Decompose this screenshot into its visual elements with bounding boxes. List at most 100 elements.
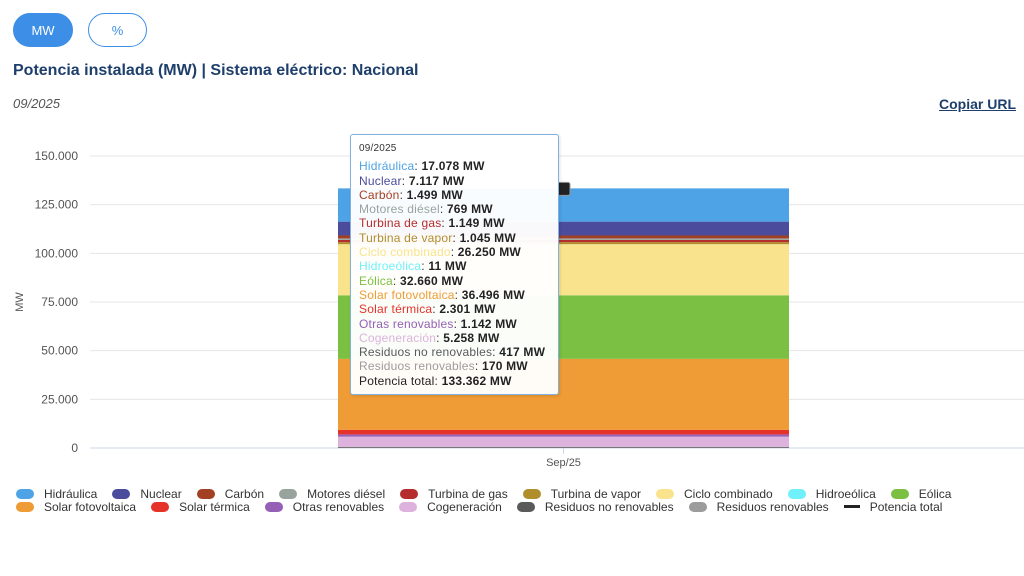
tooltip-series-name: Ciclo combinado	[359, 245, 451, 260]
legend-label: Solar fotovoltaica	[44, 499, 137, 514]
tooltip-series-value: 36.496 MW	[461, 287, 525, 302]
tooltip-separator: :	[432, 302, 440, 317]
bar-segment	[338, 235, 789, 239]
tooltip-series-name: Solar térmica	[359, 302, 433, 317]
legend-swatch	[151, 501, 170, 512]
tooltip-row: Ciclo combinado: 26.250 MW	[359, 245, 550, 259]
tooltip-row: Solar fotovoltaica: 36.496 MW	[359, 288, 550, 302]
legend-swatch	[112, 488, 131, 499]
tooltip-series-name: Hidráulica	[359, 159, 415, 174]
legend-label: Residuos no renovables	[544, 499, 674, 514]
tooltip-separator: :	[392, 273, 400, 288]
tooltip-series-name: Hidroeólica	[359, 259, 422, 274]
legend-item[interactable]: Solar fotovoltaica	[16, 499, 137, 514]
legend-item[interactable]: Ciclo combinado	[656, 486, 773, 501]
tooltip-series-name: Solar fotovoltaica	[359, 287, 455, 302]
legend-item[interactable]: Carbón	[196, 486, 265, 501]
tooltip-series-name: Turbina de gas	[359, 216, 442, 231]
tooltip-series-value: 1.045 MW	[459, 230, 516, 245]
legend-swatch	[279, 488, 298, 499]
y-axis-label: MW	[14, 292, 26, 312]
y-tick-label: 25.000	[41, 392, 78, 406]
copy-url-link[interactable]: Copiar URL	[939, 96, 1016, 112]
legend-item[interactable]: Hidroeólica	[787, 487, 876, 501]
legend-swatch	[656, 488, 675, 499]
legend-swatch	[196, 488, 215, 499]
tooltip-separator: :	[439, 202, 447, 217]
bar-segment	[338, 446, 789, 448]
legend-item[interactable]: Cogeneración	[399, 500, 502, 514]
chart-legend: Hidráulica Nuclear Carbón Motores diésel Tur…	[16, 486, 1016, 514]
tooltip-row: Motores diésel: 769 MW	[359, 202, 550, 216]
legend-item[interactable]: Turbina de vapor	[522, 487, 641, 501]
legend-swatch	[843, 505, 860, 508]
tooltip-separator: :	[401, 173, 409, 188]
tooltip-row: Eólica: 32.660 MW	[359, 274, 550, 288]
legend-swatch	[516, 501, 535, 512]
tooltip-separator: :	[441, 216, 449, 231]
legend-item[interactable]: Solar térmica	[151, 499, 250, 514]
tooltip-separator: :	[454, 287, 462, 302]
tooltip-series-name: Potencia total	[359, 373, 435, 388]
legend-item[interactable]: Otras renovables	[264, 500, 384, 514]
legend-item[interactable]: Residuos no renovables	[516, 499, 674, 514]
y-tick-label: 125.000	[35, 198, 79, 212]
x-tick-label: Sep/25	[546, 457, 581, 469]
tooltip-row: Residuos no renovables: 417 MW	[359, 345, 550, 359]
tooltip-series-name: Motores diésel	[359, 202, 440, 217]
tooltip-separator: :	[414, 159, 422, 174]
tooltip-series-value: 170 MW	[481, 359, 528, 374]
tooltip-series-name: Cogeneración	[359, 330, 437, 345]
date-label: 09/2025	[13, 96, 60, 111]
tooltip-series-value: 769 MW	[446, 202, 493, 217]
tooltip-series-name: Residuos renovables	[359, 359, 475, 374]
tooltip-separator: :	[399, 187, 407, 202]
tooltip-row: Solar térmica: 2.301 MW	[359, 302, 550, 316]
percent-toggle-button[interactable]: %	[88, 13, 147, 47]
tooltip-separator: :	[474, 359, 482, 374]
legend-swatch	[522, 488, 541, 499]
tooltip-row: Otras renovables: 1.142 MW	[359, 317, 550, 331]
legend-label: Eólica	[918, 486, 952, 501]
tooltip-series-value: 2.301 MW	[439, 302, 496, 317]
legend-swatch	[890, 488, 909, 499]
legend-item[interactable]: Hidráulica	[16, 486, 98, 501]
legend-label: Hidráulica	[44, 486, 98, 501]
legend-swatch	[16, 501, 34, 512]
legend-swatch	[399, 501, 418, 512]
legend-label: Carbón	[224, 486, 265, 501]
legend-item[interactable]: Motores diésel	[279, 487, 385, 501]
y-tick-label: 150.000	[35, 149, 79, 163]
tooltip-separator: :	[421, 259, 429, 274]
legend-item[interactable]: Residuos renovables	[688, 499, 829, 514]
tooltip-row: Cogeneración: 5.258 MW	[359, 331, 550, 345]
tooltip-date: 09/2025	[359, 143, 397, 154]
legend-item[interactable]: Nuclear	[112, 486, 182, 501]
legend-item[interactable]: Potencia total	[843, 500, 942, 514]
legend-swatch	[688, 501, 707, 512]
tooltip-series-value: 17.078 MW	[421, 159, 485, 174]
legend-label: Ciclo combinado	[684, 486, 773, 501]
tooltip-row: Turbina de vapor: 1.045 MW	[359, 231, 550, 245]
tooltip-row: Hidráulica: 17.078 MW	[359, 159, 550, 173]
legend-swatch	[400, 488, 419, 499]
y-tick-label: 50.000	[41, 344, 78, 358]
legend-item[interactable]: Eólica	[890, 486, 952, 501]
tooltip-row: Carbón: 1.499 MW	[359, 188, 550, 202]
tooltip-series-value: 417 MW	[499, 345, 546, 360]
tooltip-separator: :	[450, 245, 458, 260]
bar-segment	[338, 429, 789, 435]
tooltip-row: Nuclear: 7.117 MW	[359, 174, 550, 188]
legend-item[interactable]: Turbina de gas	[400, 487, 508, 501]
tooltip-row: Residuos renovables: 170 MW	[359, 359, 550, 373]
mw-toggle-button[interactable]: MW	[13, 13, 73, 47]
legend-label: Residuos renovables	[716, 499, 829, 514]
tooltip-separator: :	[453, 316, 461, 331]
tooltip-separator: :	[492, 345, 500, 360]
legend-label: Solar térmica	[179, 499, 250, 514]
tooltip-series-value: 11 MW	[428, 259, 467, 274]
tooltip-series-value: 1.142 MW	[460, 316, 517, 331]
y-tick-label: 0	[71, 441, 78, 455]
bar-segment	[338, 242, 789, 245]
legend-label: Nuclear	[140, 486, 182, 501]
